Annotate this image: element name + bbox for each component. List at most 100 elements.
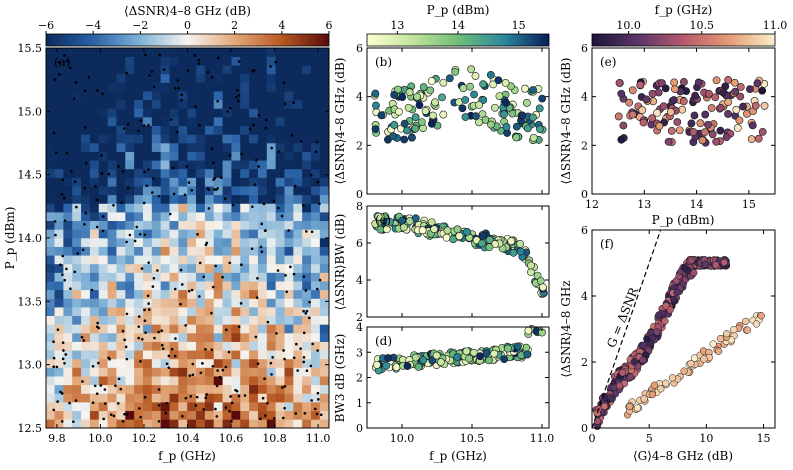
heatmap-cell — [311, 194, 321, 204]
heatmap-cell — [125, 349, 135, 360]
heatmap-cell — [266, 203, 277, 213]
heatmap-cell — [319, 125, 329, 135]
heatmap-cell — [257, 401, 268, 412]
heatmap-cell — [81, 375, 91, 386]
heatmap-cell — [249, 401, 259, 412]
data-point — [384, 354, 392, 362]
heatmap-cell — [46, 298, 56, 308]
heatmap-cell — [257, 263, 268, 273]
heatmap-cell — [134, 375, 144, 386]
heatmap-cell — [284, 384, 294, 394]
heatmap-cell — [54, 280, 64, 291]
heatmap-cell — [178, 289, 188, 299]
data-point — [315, 140, 319, 144]
reference-line-label: G = ΔSNR — [604, 285, 641, 350]
heatmap-cell — [116, 134, 126, 144]
data-point — [140, 267, 144, 270]
heatmap-cell — [116, 168, 126, 178]
heatmap-cell — [116, 142, 126, 152]
heatmap-cell — [125, 315, 135, 325]
heatmap-cell — [257, 315, 268, 325]
heatmap-cell — [266, 48, 277, 57]
data-point — [411, 124, 420, 133]
heatmap-cell — [54, 306, 64, 317]
heatmap-cell — [63, 116, 73, 127]
heatmap-cell — [222, 332, 233, 342]
heatmap-cell — [302, 168, 312, 178]
data-point — [653, 109, 662, 117]
heatmap-cell — [319, 419, 329, 428]
data-point — [171, 166, 175, 170]
data-point — [302, 355, 306, 359]
heatmap-cell — [302, 151, 312, 161]
data-point — [147, 123, 150, 127]
data-point — [461, 113, 470, 121]
heatmap-cell — [240, 367, 250, 377]
heatmap-cell — [319, 73, 329, 83]
heatmap-cell — [249, 315, 259, 325]
heatmap-cell — [169, 229, 179, 239]
heatmap-cell — [249, 272, 259, 282]
heatmap-cell — [178, 298, 188, 308]
heatmap-cell — [46, 203, 56, 213]
data-point — [121, 170, 125, 173]
heatmap-cell — [81, 272, 91, 282]
data-point — [63, 361, 66, 365]
heatmap-cell — [222, 73, 233, 83]
heatmap-cell — [284, 134, 294, 144]
heatmap-cell — [63, 298, 73, 308]
data-point — [137, 336, 140, 340]
heatmap-cell — [240, 289, 250, 299]
heatmap-cell — [240, 168, 250, 178]
data-point — [664, 137, 673, 146]
heatmap-cell — [151, 306, 162, 317]
data-point — [95, 225, 99, 229]
heatmap-cell — [204, 280, 215, 291]
data-point — [144, 53, 147, 57]
heatmap-cell — [240, 211, 250, 222]
heatmap-cell — [275, 367, 286, 377]
data-point — [198, 261, 202, 265]
heatmap-cell — [63, 349, 73, 360]
data-point — [139, 119, 142, 123]
heatmap-cell — [257, 177, 268, 187]
heatmap-cell — [275, 306, 286, 317]
heatmap-cell — [249, 194, 259, 204]
heatmap-cell — [319, 194, 329, 204]
heatmap-cell — [293, 332, 303, 342]
data-point — [411, 353, 420, 362]
heatmap-cell — [257, 280, 268, 291]
data-point — [700, 355, 708, 363]
heatmap-cell — [63, 229, 73, 239]
data-point — [626, 373, 635, 381]
heatmap-cell — [46, 73, 56, 83]
heatmap-cell — [266, 254, 277, 265]
heatmap-cell — [116, 237, 126, 247]
data-point — [748, 121, 757, 130]
heatmap-cell — [240, 298, 250, 308]
y-tick-label: 6 — [581, 224, 588, 237]
heatmap-cell — [107, 289, 118, 299]
data-point — [210, 348, 214, 352]
heatmap-cell — [81, 159, 91, 170]
heatmap-cell — [81, 298, 91, 308]
data-point — [147, 261, 151, 264]
heatmap-cell — [89, 48, 100, 57]
data-point — [736, 92, 745, 101]
heatmap-cell — [169, 410, 179, 420]
heatmap-cell — [187, 324, 197, 334]
data-point — [296, 369, 299, 372]
data-point — [287, 229, 290, 232]
heatmap-cell — [98, 306, 109, 317]
data-point — [135, 225, 139, 229]
heatmap-cell — [275, 125, 286, 135]
heatmap-cell — [187, 125, 197, 135]
heatmap-cell — [249, 263, 259, 273]
heatmap-cell — [196, 384, 206, 394]
data-point — [198, 295, 201, 298]
data-point — [240, 152, 243, 156]
heatmap-cell — [187, 237, 197, 247]
heatmap-cell — [107, 306, 118, 317]
heatmap-cell — [249, 82, 259, 92]
